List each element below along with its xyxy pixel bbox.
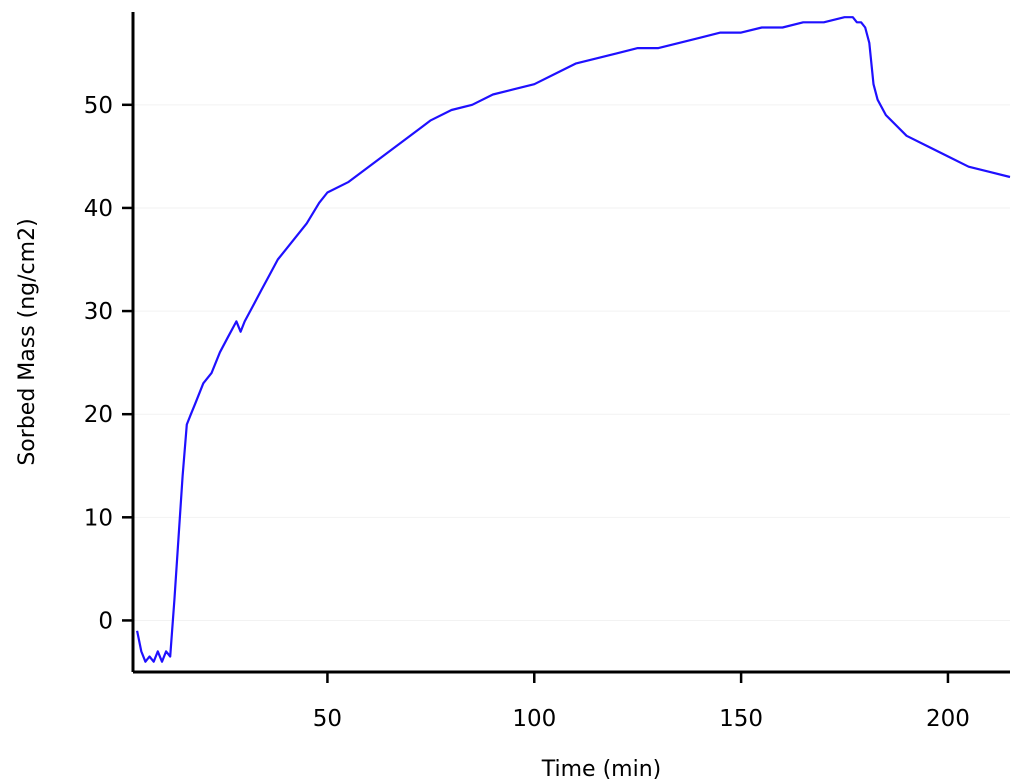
x-axis-title: Time (min) bbox=[541, 757, 662, 782]
x-tick-label: 200 bbox=[926, 706, 970, 732]
ticks: 0 10 20 30 40 50 50 100 150 200 bbox=[84, 93, 970, 732]
x-tick-label: 100 bbox=[512, 706, 556, 732]
x-tick-label: 150 bbox=[719, 706, 763, 732]
series-layer bbox=[136, 16, 1011, 663]
y-tick-label: 50 bbox=[84, 93, 113, 119]
y-tick-label: 30 bbox=[84, 299, 113, 325]
y-tick-label: 40 bbox=[84, 196, 113, 222]
y-tick-label: 10 bbox=[84, 505, 113, 531]
series-line bbox=[136, 16, 1011, 663]
y-tick-label: 20 bbox=[84, 402, 113, 428]
x-tick-label: 50 bbox=[313, 706, 342, 732]
y-axis-title: Sorbed Mass (ng/cm2) bbox=[15, 218, 40, 465]
y-tick-label: 0 bbox=[98, 608, 113, 634]
grid-lines bbox=[133, 104, 1010, 621]
